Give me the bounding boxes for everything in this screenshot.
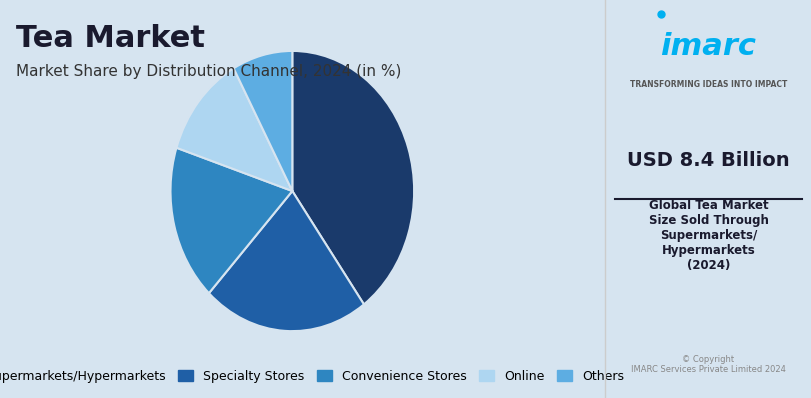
Text: © Copyright
IMARC Services Private Limited 2024: © Copyright IMARC Services Private Limit… (630, 355, 785, 374)
Text: imarc: imarc (659, 32, 756, 61)
Wedge shape (170, 148, 292, 293)
Text: TRANSFORMING IDEAS INTO IMPACT: TRANSFORMING IDEAS INTO IMPACT (629, 80, 786, 89)
Legend: Supermarkets/Hypermarkets, Specialty Stores, Convenience Stores, Online, Others: Supermarkets/Hypermarkets, Specialty Sto… (0, 365, 628, 388)
Wedge shape (234, 51, 292, 191)
Text: Global Tea Market
Size Sold Through
Supermarkets/
Hypermarkets
(2024): Global Tea Market Size Sold Through Supe… (648, 199, 767, 272)
Text: USD 8.4 Billion: USD 8.4 Billion (626, 151, 789, 170)
Wedge shape (176, 68, 292, 191)
Text: Market Share by Distribution Channel, 2024 (in %): Market Share by Distribution Channel, 20… (16, 64, 401, 79)
Wedge shape (292, 51, 414, 304)
Text: Tea Market: Tea Market (16, 24, 205, 53)
Wedge shape (208, 191, 363, 331)
